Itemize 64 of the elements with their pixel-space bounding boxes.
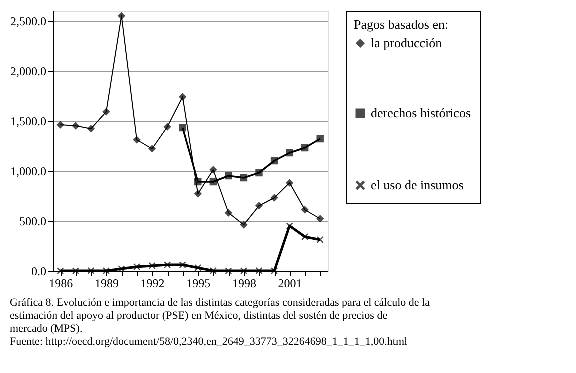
point — [118, 12, 126, 20]
point — [133, 136, 141, 144]
x-tick-label: 1992 — [140, 276, 165, 290]
y-tick-label: 2,000.0 — [10, 64, 46, 78]
y-tick-label: 1,500.0 — [10, 114, 46, 128]
point — [179, 93, 186, 101]
point — [225, 267, 232, 275]
point — [164, 123, 172, 131]
point — [256, 169, 263, 177]
point — [72, 122, 80, 130]
point — [286, 179, 294, 187]
point — [256, 267, 263, 275]
point — [102, 267, 110, 275]
point — [301, 144, 309, 152]
point — [118, 265, 126, 273]
point — [270, 194, 278, 202]
point — [57, 267, 64, 275]
point — [72, 267, 80, 275]
x-tick-label: 1986 — [49, 276, 74, 290]
legend-label: derechos históricos — [371, 106, 472, 120]
point — [286, 149, 294, 157]
x-tick-label: 1989 — [94, 276, 119, 290]
point — [88, 125, 95, 133]
point — [256, 202, 263, 210]
point — [240, 174, 248, 182]
point — [225, 209, 232, 217]
point — [270, 157, 278, 165]
point — [194, 264, 202, 272]
point — [133, 263, 141, 271]
x-tick-label: 1998 — [232, 276, 256, 290]
point — [148, 145, 156, 153]
legend-label: la producción — [371, 36, 443, 50]
point — [102, 108, 110, 116]
y-tick-label: 1,000.0 — [10, 164, 46, 178]
point — [179, 124, 186, 132]
point — [316, 236, 324, 244]
point — [210, 166, 218, 174]
point — [240, 221, 248, 229]
source-note: Fuente: http://oecd.org/document/58/0,2340,en_2649_33773_32264698_1_1_1_1,00.html — [10, 336, 408, 348]
point — [88, 267, 95, 275]
x-tick-label: 2001 — [278, 276, 302, 290]
y-tick-label: 2,500.0 — [10, 14, 46, 28]
point — [301, 206, 309, 214]
point — [179, 261, 186, 269]
point — [57, 121, 64, 129]
point — [148, 262, 156, 270]
point — [301, 233, 309, 241]
point — [210, 267, 218, 275]
y-tick-label: 500.0 — [20, 214, 46, 228]
point — [240, 267, 248, 275]
point — [194, 190, 202, 198]
point — [210, 178, 218, 186]
point — [164, 261, 172, 269]
point — [270, 267, 278, 275]
point — [316, 135, 324, 143]
legend-title: Pagos basados en: — [354, 17, 449, 32]
text: Gráfica 8. Evolución e importancia de las distintas categorías consideradas para el cálculo de la estimación del apoyo al productor (PSE) en México, distintas del sostén de precios de mercado (MPS). — [10, 297, 430, 335]
legend-label: el uso de insumos — [371, 178, 464, 192]
y-tick-label: 0.0 — [32, 264, 46, 278]
point — [225, 172, 232, 180]
point — [286, 222, 294, 230]
point — [316, 215, 324, 223]
point — [194, 178, 202, 186]
x-tick-label: 1995 — [186, 276, 211, 290]
